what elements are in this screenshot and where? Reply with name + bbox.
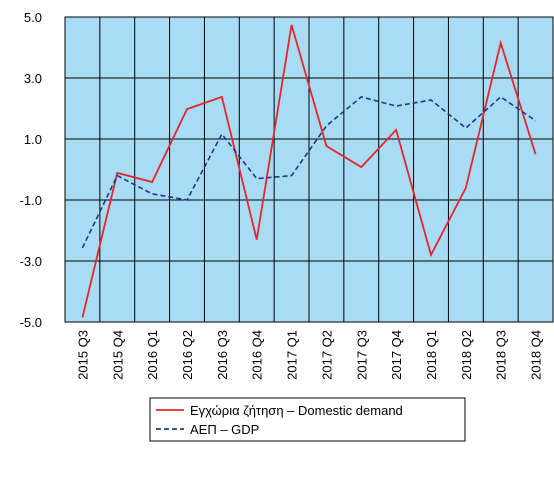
series-line xyxy=(81,24,537,318)
y-tick-label: -3.0 xyxy=(20,254,42,269)
x-tick-label: 2015 Q4 xyxy=(110,330,125,380)
y-tick-label: -5.0 xyxy=(20,315,42,330)
x-tick-label: 2016 Q4 xyxy=(250,330,265,380)
x-tick-label: 2018 Q1 xyxy=(424,330,439,380)
x-tick-label: 2017 Q3 xyxy=(354,330,369,380)
y-tick-label: 3.0 xyxy=(24,71,42,86)
y-tick-label: -1.0 xyxy=(20,193,42,208)
x-tick-label: 2018 Q2 xyxy=(459,330,474,380)
x-tick-label: 2016 Q3 xyxy=(215,330,230,380)
y-tick-label: 5.0 xyxy=(24,10,42,25)
legend-label: ΑΕΠ – GDP xyxy=(190,422,259,437)
y-tick-label: 1.0 xyxy=(24,132,42,147)
x-tick-label: 2016 Q1 xyxy=(145,330,160,380)
plot-frame xyxy=(64,16,554,323)
legend-box xyxy=(149,397,466,442)
legend-label: Εγχώρια ζήτηση – Domestic demand xyxy=(190,403,403,418)
x-tick-label: 2017 Q1 xyxy=(285,330,300,380)
x-tick-label: 2017 Q2 xyxy=(319,330,334,380)
x-tick-label: 2017 Q4 xyxy=(389,330,404,380)
x-tick-label: 2016 Q2 xyxy=(180,330,195,380)
x-tick-label: 2015 Q3 xyxy=(75,330,90,380)
x-tick-label: 2018 Q4 xyxy=(529,330,544,380)
x-tick-label: 2018 Q3 xyxy=(494,330,509,380)
legend: Εγχώρια ζήτηση – Domestic demand ΑΕΠ – GD… xyxy=(149,397,466,442)
